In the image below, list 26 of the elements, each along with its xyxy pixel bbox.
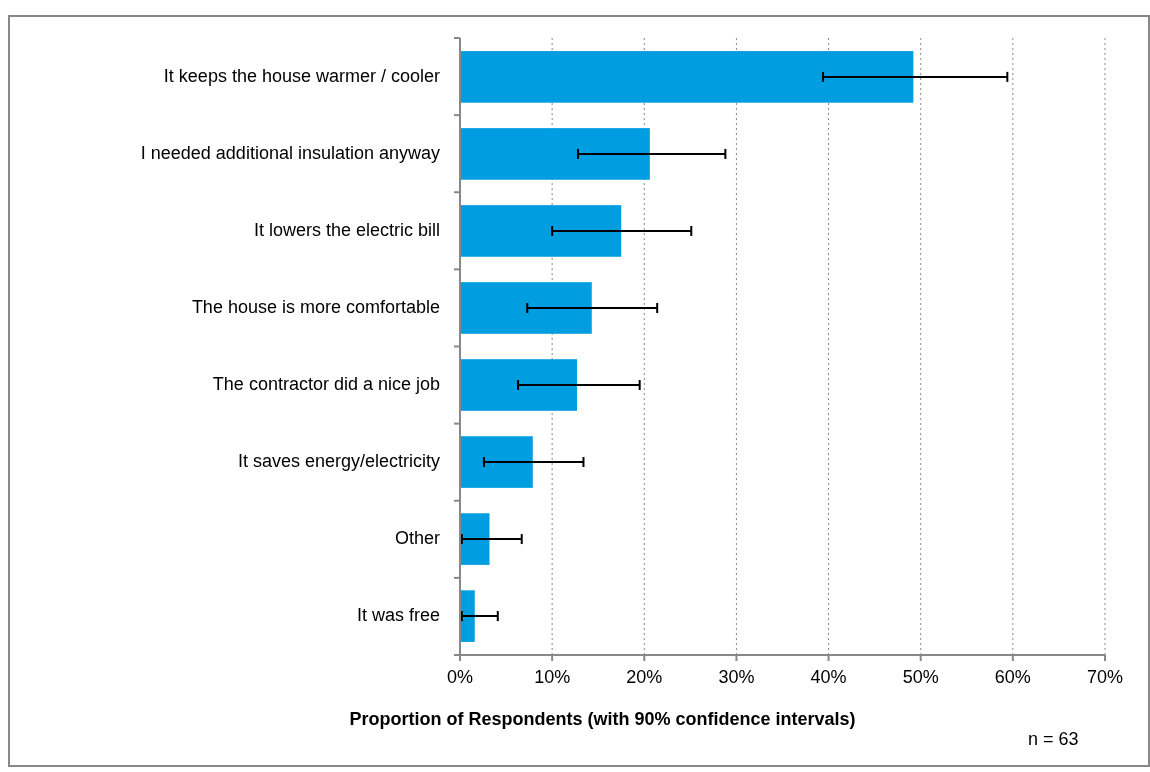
bar xyxy=(460,436,533,488)
y-tick-label: The contractor did a nice job xyxy=(212,373,440,394)
x-tick-label: 60% xyxy=(994,667,1031,687)
x-tick-label: 10% xyxy=(534,667,571,687)
x-tick-label: 70% xyxy=(1086,667,1124,687)
y-tick-label: It keeps the house warmer / cooler xyxy=(163,65,440,86)
x-tick-label: 40% xyxy=(810,667,847,687)
bar xyxy=(460,128,650,180)
bar xyxy=(460,205,622,257)
y-tick-label: It was free xyxy=(356,604,440,625)
y-tick-label: It lowers the electric bill xyxy=(253,219,440,240)
x-tick-label: 50% xyxy=(902,667,939,687)
y-tick-label: The house is more comfortable xyxy=(191,296,440,317)
y-tick-label: I needed additional insulation anyway xyxy=(140,142,440,163)
bar xyxy=(460,51,914,103)
x-tick-label: 0% xyxy=(446,667,474,687)
x-tick-label: 20% xyxy=(626,667,663,687)
x-tick-label: 30% xyxy=(718,667,755,687)
y-tick-label: Other xyxy=(394,527,440,548)
y-tick-label: It saves energy/electricity xyxy=(237,450,440,471)
bar xyxy=(460,590,475,642)
bar xyxy=(460,359,578,411)
bar xyxy=(460,513,490,565)
text: n = 63 xyxy=(1028,729,1079,749)
bar xyxy=(460,282,592,334)
x-axis-title: Proportion of Respondents (with 90% confidence intervals) xyxy=(349,709,856,729)
